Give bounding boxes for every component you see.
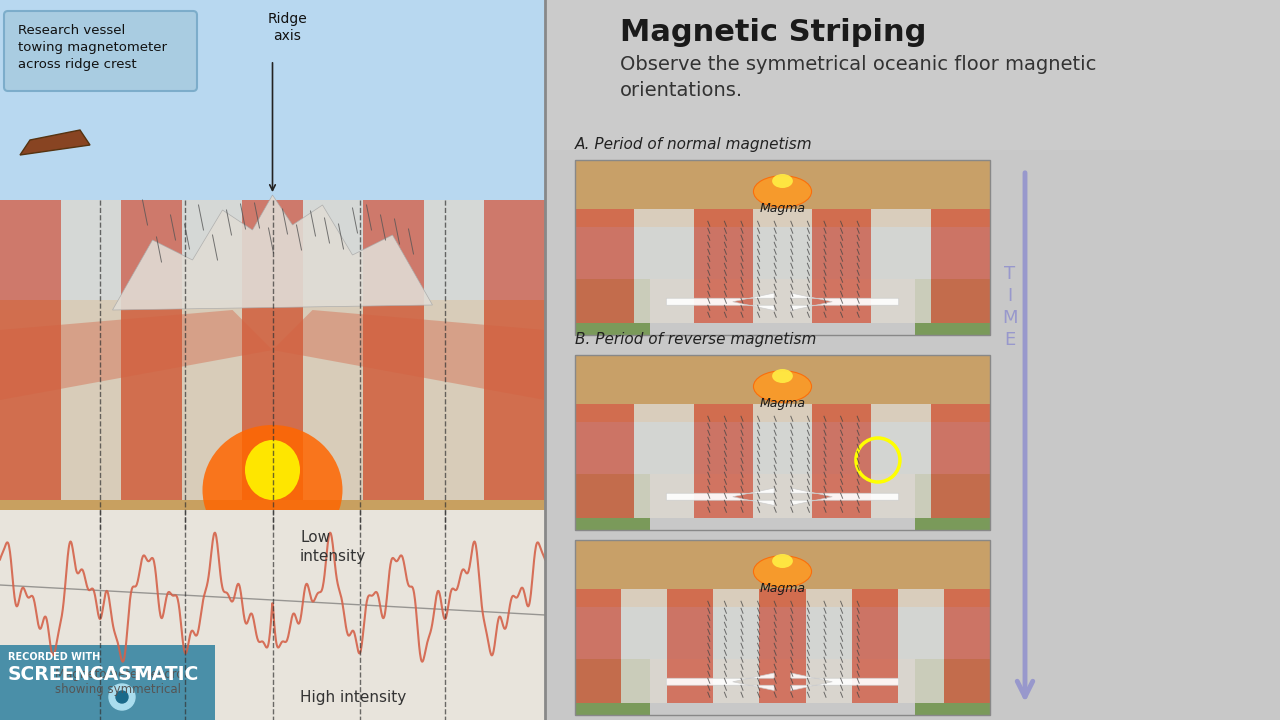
Bar	[635, 404, 694, 518]
Text: Magma: Magma	[759, 202, 805, 215]
Bar	[575, 540, 989, 606]
Bar	[575, 421, 989, 474]
Bar	[872, 404, 931, 518]
Polygon shape	[242, 200, 303, 500]
Polygon shape	[0, 200, 60, 500]
Text: MATIC: MATIC	[133, 665, 198, 684]
Text: Magma: Magma	[759, 582, 805, 595]
Bar	[812, 404, 872, 518]
Ellipse shape	[772, 174, 792, 188]
Bar	[575, 606, 989, 659]
Bar	[753, 404, 812, 518]
Bar	[575, 355, 989, 421]
Bar	[872, 209, 931, 323]
Bar	[897, 589, 943, 703]
Bar	[0, 645, 215, 720]
Bar	[575, 659, 650, 715]
Text: Magnetic Striping: Magnetic Striping	[620, 18, 927, 47]
Text: RECORDED WITH: RECORDED WITH	[8, 652, 100, 662]
Polygon shape	[60, 200, 122, 500]
Bar	[694, 209, 753, 323]
Ellipse shape	[772, 554, 792, 568]
Text: Magma: Magma	[759, 397, 805, 410]
Bar	[635, 209, 694, 323]
Bar	[575, 355, 989, 530]
Bar	[575, 474, 650, 530]
Polygon shape	[182, 200, 242, 500]
Ellipse shape	[754, 371, 812, 402]
Polygon shape	[667, 488, 774, 505]
Bar	[545, 0, 1280, 150]
Bar	[575, 404, 635, 518]
Bar	[713, 589, 759, 703]
Polygon shape	[113, 195, 433, 310]
Ellipse shape	[202, 425, 343, 555]
Polygon shape	[791, 488, 899, 505]
Polygon shape	[484, 200, 545, 500]
Bar	[753, 209, 812, 323]
Bar	[0, 0, 545, 340]
Bar	[915, 474, 989, 530]
Polygon shape	[791, 293, 899, 310]
Ellipse shape	[754, 176, 812, 207]
Polygon shape	[303, 200, 364, 500]
Text: Observe the symmetrical oceanic floor magnetic
orientations.: Observe the symmetrical oceanic floor ma…	[620, 55, 1097, 101]
Bar	[694, 404, 753, 518]
Text: High intensity: High intensity	[300, 690, 406, 705]
Bar	[931, 209, 989, 323]
FancyBboxPatch shape	[4, 11, 197, 91]
Bar	[915, 659, 989, 715]
Text: Ridge
axis: Ridge axis	[268, 12, 307, 43]
Bar	[545, 0, 1280, 720]
Bar	[575, 227, 989, 279]
Bar	[943, 589, 989, 703]
Polygon shape	[20, 130, 90, 155]
Bar	[759, 589, 805, 703]
Bar	[915, 279, 989, 335]
Bar	[575, 540, 989, 715]
Bar	[667, 589, 713, 703]
Bar	[0, 510, 545, 720]
Bar	[621, 589, 667, 703]
Bar	[575, 589, 621, 703]
Text: A. Period of normal magnetism: A. Period of normal magnetism	[575, 137, 813, 152]
Text: Magnetometer record
showing symmetrical: Magnetometer record showing symmetrical	[55, 668, 184, 696]
Bar	[851, 589, 897, 703]
Text: SCREENCAST: SCREENCAST	[8, 665, 146, 684]
Circle shape	[116, 691, 128, 703]
Text: Research vessel
towing magnetometer
across ridge crest: Research vessel towing magnetometer acro…	[18, 24, 166, 71]
Polygon shape	[122, 200, 182, 500]
Bar	[575, 209, 635, 323]
Polygon shape	[424, 200, 484, 500]
Polygon shape	[667, 673, 774, 690]
Ellipse shape	[754, 556, 812, 588]
Bar	[805, 589, 851, 703]
Polygon shape	[364, 200, 424, 500]
Polygon shape	[791, 673, 899, 690]
Bar	[931, 404, 989, 518]
Bar	[812, 209, 872, 323]
Bar	[575, 160, 989, 227]
Bar	[0, 300, 545, 600]
Ellipse shape	[772, 369, 792, 383]
Text: T
I
M
E: T I M E	[1002, 265, 1018, 349]
Polygon shape	[0, 310, 273, 400]
Bar	[575, 160, 989, 335]
Text: Low
intensity: Low intensity	[300, 530, 366, 564]
Polygon shape	[273, 310, 545, 400]
Bar	[575, 279, 650, 335]
Circle shape	[109, 684, 134, 710]
Text: B. Period of reverse magnetism: B. Period of reverse magnetism	[575, 332, 817, 347]
Polygon shape	[667, 293, 774, 310]
Ellipse shape	[244, 440, 300, 500]
